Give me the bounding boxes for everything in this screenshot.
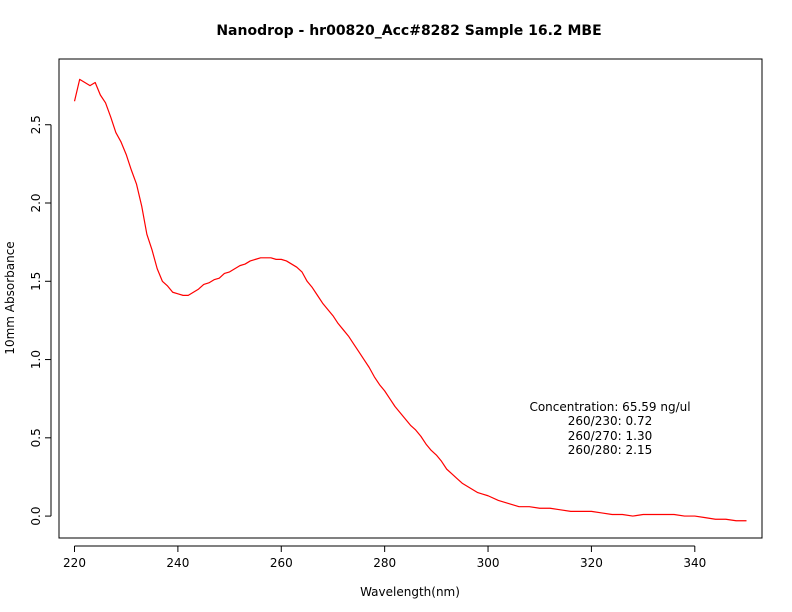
annotation-block: Concentration: 65.59 ng/ul 260/230: 0.72… — [529, 400, 690, 457]
x-axis-label: Wavelength(nm) — [360, 585, 460, 599]
chart-title: Nanodrop - hr00820_Acc#8282 Sample 16.2 … — [216, 23, 601, 39]
y-axis: 0.0 0.5 1.0 1.5 2.0 2.5 — [29, 115, 52, 526]
plot-frame — [58, 58, 763, 539]
x-tick-label: 280 — [373, 556, 396, 570]
y-axis-label: 10mm Absorbance — [3, 241, 17, 354]
x-tick-label: 240 — [166, 556, 189, 570]
y-tick-label: 1.5 — [29, 272, 43, 291]
y-tick-label: 2.0 — [29, 193, 43, 212]
y-tick-label: 2.5 — [29, 115, 43, 134]
x-tick-label: 260 — [270, 556, 293, 570]
x-tick-label: 320 — [580, 556, 603, 570]
absorbance-series-line — [73, 78, 747, 522]
y-tick-label: 0.0 — [29, 507, 43, 526]
y-tick-label: 0.5 — [29, 428, 43, 447]
annotation-260-230: 260/230: 0.72 — [568, 414, 652, 428]
annotation-260-270: 260/270: 1.30 — [568, 429, 652, 443]
x-tick-label: 340 — [683, 556, 706, 570]
x-tick-label: 220 — [63, 556, 86, 570]
x-axis: 220 240 260 280 300 320 340 — [63, 545, 706, 570]
y-tick-label: 1.0 — [29, 350, 43, 369]
annotation-260-280: 260/280: 2.15 — [568, 443, 652, 457]
annotation-concentration: Concentration: 65.59 ng/ul — [529, 400, 690, 414]
x-tick-label: 300 — [477, 556, 500, 570]
